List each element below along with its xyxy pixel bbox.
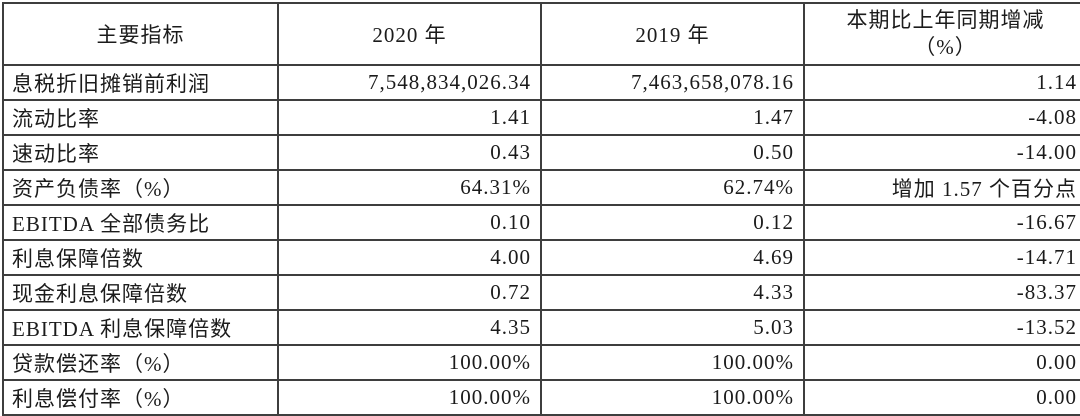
cell-indicator: EBITDA 利息保障倍数	[2, 309, 279, 346]
cell-2020-value: 0.72	[277, 274, 542, 311]
cell-2019-value: 4.69	[540, 239, 805, 276]
cell-change-value: 0.00	[803, 379, 1080, 416]
cell-2019-value: 100.00%	[540, 379, 805, 416]
cell-indicator: 利息偿付率（%）	[2, 379, 279, 416]
table-row: 利息偿付率（%） 100.00% 100.00% 0.00	[2, 379, 1080, 416]
column-header-indicator: 主要指标	[2, 2, 279, 66]
table-row: 利息保障倍数 4.00 4.69 -14.71	[2, 239, 1080, 276]
cell-2019-value: 7,463,658,078.16	[540, 64, 805, 101]
cell-indicator: 现金利息保障倍数	[2, 274, 279, 311]
cell-2019-value: 4.33	[540, 274, 805, 311]
cell-2019-value: 62.74%	[540, 169, 805, 206]
cell-change-value: 0.00	[803, 344, 1080, 381]
column-header-change: 本期比上年同期增减 （%）	[803, 2, 1080, 66]
table-row: EBITDA 全部债务比 0.10 0.12 -16.67	[2, 204, 1080, 241]
cell-indicator: 贷款偿还率（%）	[2, 344, 279, 381]
cell-indicator: 资产负债率（%）	[2, 169, 279, 206]
cell-change-value: -14.00	[803, 134, 1080, 171]
cell-2020-value: 100.00%	[277, 344, 542, 381]
table-header-row: 主要指标 2020 年 2019 年 本期比上年同期增减 （%）	[2, 2, 1080, 66]
cell-2020-value: 100.00%	[277, 379, 542, 416]
table-row: EBITDA 利息保障倍数 4.35 5.03 -13.52	[2, 309, 1080, 346]
cell-change-value: -83.37	[803, 274, 1080, 311]
cell-2020-value: 7,548,834,026.34	[277, 64, 542, 101]
cell-2019-value: 0.12	[540, 204, 805, 241]
table-row: 资产负债率（%） 64.31% 62.74% 增加 1.57 个百分点	[2, 169, 1080, 206]
cell-2020-value: 0.43	[277, 134, 542, 171]
cell-2020-value: 64.31%	[277, 169, 542, 206]
cell-indicator: 息税折旧摊销前利润	[2, 64, 279, 101]
cell-indicator: 利息保障倍数	[2, 239, 279, 276]
cell-change-value: -4.08	[803, 99, 1080, 136]
table-row: 流动比率 1.41 1.47 -4.08	[2, 99, 1080, 136]
cell-change-value: 1.14	[803, 64, 1080, 101]
cell-2019-value: 0.50	[540, 134, 805, 171]
column-header-2020: 2020 年	[277, 2, 542, 66]
table-row: 现金利息保障倍数 0.72 4.33 -83.37	[2, 274, 1080, 311]
cell-2019-value: 1.47	[540, 99, 805, 136]
cell-2020-value: 1.41	[277, 99, 542, 136]
table-row: 贷款偿还率（%） 100.00% 100.00% 0.00	[2, 344, 1080, 381]
cell-change-value: 增加 1.57 个百分点	[803, 169, 1080, 206]
cell-change-value: -13.52	[803, 309, 1080, 346]
cell-indicator: 速动比率	[2, 134, 279, 171]
column-header-change-line1: 本期比上年同期增减	[846, 8, 1045, 32]
cell-2020-value: 4.00	[277, 239, 542, 276]
cell-2020-value: 0.10	[277, 204, 542, 241]
cell-2019-value: 100.00%	[540, 344, 805, 381]
cell-2019-value: 5.03	[540, 309, 805, 346]
column-header-change-line2: （%）	[914, 35, 977, 59]
column-header-2019: 2019 年	[540, 2, 805, 66]
cell-change-value: -14.71	[803, 239, 1080, 276]
table-row: 速动比率 0.43 0.50 -14.00	[2, 134, 1080, 171]
cell-indicator: EBITDA 全部债务比	[2, 204, 279, 241]
table-row: 息税折旧摊销前利润 7,548,834,026.34 7,463,658,078…	[2, 64, 1080, 101]
cell-2020-value: 4.35	[277, 309, 542, 346]
cell-indicator: 流动比率	[2, 99, 279, 136]
cell-change-value: -16.67	[803, 204, 1080, 241]
